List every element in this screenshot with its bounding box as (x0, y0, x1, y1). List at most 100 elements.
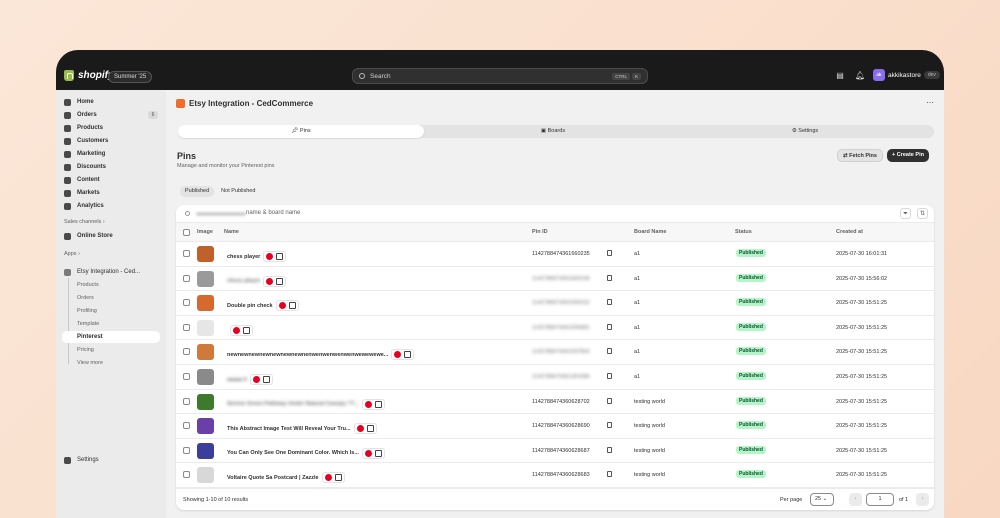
external-link-icon[interactable] (288, 302, 296, 310)
filter-published[interactable]: Published (180, 186, 215, 197)
tab-settings[interactable]: ⚙ Settings (791, 128, 819, 134)
sidebar-item-orders[interactable]: Orders (64, 110, 97, 120)
sub-item-products[interactable]: Products (77, 282, 99, 288)
pin-name[interactable]: chess player (227, 253, 261, 260)
pin-thumbnail[interactable] (197, 393, 214, 410)
pin-name[interactable]: aaaaa ll (227, 376, 247, 383)
external-link-icon[interactable] (366, 425, 374, 433)
pin-name[interactable]: chess player (227, 278, 261, 285)
external-link-icon[interactable] (374, 449, 382, 457)
more-options-icon[interactable]: ⋯ (926, 98, 934, 107)
pinterest-icon[interactable] (252, 376, 260, 383)
pinterest-icon[interactable] (324, 474, 332, 482)
sort-icon[interactable]: ⇅ (917, 208, 928, 219)
bell-icon[interactable]: 🔔︎ (855, 71, 866, 80)
row-checkbox[interactable] (183, 299, 190, 307)
tab-pins[interactable]: 📌︎ Pins (178, 125, 424, 138)
external-link-icon[interactable] (276, 277, 284, 285)
column-status[interactable]: Status (735, 229, 752, 235)
sidebar-item-home[interactable]: Home (64, 97, 94, 107)
external-link-icon[interactable] (375, 400, 383, 408)
sidebar-item-discounts[interactable]: Discounts (64, 162, 106, 172)
column-pin-id[interactable]: Pin ID (532, 229, 548, 235)
pin-thumbnail[interactable] (197, 270, 214, 287)
pinterest-icon[interactable] (233, 326, 240, 334)
search-bar[interactable]: Search CTRL K (352, 68, 648, 84)
table-row[interactable]: Serene Green Pathway Under Natural Canop… (176, 390, 934, 415)
table-row[interactable]: newnewnewnewnewnewnewnenwenwenwenwenwewe… (176, 340, 934, 365)
pin-thumbnail[interactable] (197, 344, 214, 361)
table-row[interactable]: aaaaa ll 1142788474361301586 a1 Published 20… (176, 365, 934, 390)
pinterest-icon[interactable] (365, 400, 373, 408)
copy-icon[interactable] (607, 397, 612, 404)
external-link-icon[interactable] (404, 351, 412, 359)
external-link-icon[interactable] (334, 474, 342, 482)
pinterest-icon[interactable] (356, 425, 364, 433)
pinterest-icon[interactable] (394, 351, 402, 359)
sidebar-item-marketing[interactable]: Marketing (64, 149, 105, 159)
pinterest-icon[interactable] (364, 449, 372, 457)
page-number-input[interactable]: 1 (866, 493, 894, 506)
row-checkbox[interactable] (183, 397, 190, 405)
fetch-pins-button[interactable]: ⇄ Fetch Pins (837, 149, 883, 162)
copy-icon[interactable] (607, 299, 612, 306)
external-link-icon[interactable] (276, 253, 284, 260)
pin-thumbnail[interactable] (197, 295, 214, 312)
copy-icon[interactable] (607, 274, 612, 281)
table-row[interactable]: chess player 1142788474361660136 a1 Publish… (176, 267, 934, 292)
external-link-icon[interactable] (262, 376, 270, 383)
sidebar-item-customers[interactable]: Customers (64, 136, 108, 146)
sidebar-item-etsy-app[interactable]: Etsy Integration - Ced... (64, 267, 140, 277)
pin-thumbnail[interactable] (197, 319, 214, 336)
row-checkbox[interactable] (183, 422, 190, 430)
sidebar-item-content[interactable]: Content (64, 175, 100, 185)
filter-not-published[interactable]: Not Published (221, 188, 256, 194)
sales-channels-heading[interactable]: Sales channels › (64, 219, 105, 225)
pin-thumbnail[interactable] (197, 442, 214, 459)
pin-thumbnail[interactable] (197, 369, 214, 385)
sidebar-item-products[interactable]: Products (64, 123, 103, 133)
pin-name[interactable]: Serene Green Pathway Under Natural Canop… (227, 401, 360, 408)
column-created-at[interactable]: Created at (836, 229, 863, 235)
sub-item-pricing[interactable]: Pricing (77, 347, 94, 353)
row-checkbox[interactable] (183, 250, 190, 257)
table-row[interactable]: Double pin check 1142788474361599152 a1 Pub… (176, 291, 934, 316)
store-menu[interactable]: ak akkikastore dev (873, 69, 940, 81)
row-checkbox[interactable] (183, 446, 190, 454)
pin-name[interactable]: Voltaire Quote Sa Postcard | Zazzle (227, 474, 319, 481)
edition-badge[interactable]: Summer '25 (108, 71, 153, 83)
table-row[interactable]: chess player 1142788474361660235 a1 Publish… (176, 242, 934, 267)
sidebar-item-online-store[interactable]: Online Store (64, 231, 113, 241)
pin-name[interactable]: Double pin check (227, 302, 273, 309)
sub-item-pinterest[interactable]: Pinterest (77, 334, 103, 340)
create-pin-button[interactable]: + Create Pin (887, 149, 929, 162)
pin-thumbnail[interactable] (197, 246, 214, 262)
table-search[interactable]: name & board name ⏷ ⇅ (176, 205, 934, 223)
shopify-logo[interactable]: shopify (64, 70, 114, 81)
column-board-name[interactable]: Board Name (634, 229, 667, 235)
copy-icon[interactable] (607, 348, 612, 355)
copy-icon[interactable] (607, 446, 612, 453)
sidebar-item-analytics[interactable]: Analytics (64, 201, 104, 211)
copy-icon[interactable] (607, 250, 612, 256)
row-checkbox[interactable] (183, 348, 190, 356)
pin-thumbnail[interactable] (197, 418, 214, 435)
pin-name[interactable]: You Can Only See One Dominant Color. Whi… (227, 450, 359, 457)
select-all-checkbox[interactable] (183, 229, 190, 236)
prev-page-button[interactable]: ‹ (849, 493, 862, 506)
store-icon[interactable]: ▤ (836, 71, 844, 80)
copy-icon[interactable] (607, 323, 612, 330)
row-checkbox[interactable] (183, 373, 190, 380)
per-page-select[interactable]: 25 ⌄ (810, 493, 834, 506)
sub-item-orders[interactable]: Orders (77, 295, 94, 301)
pinterest-icon[interactable] (266, 253, 274, 260)
pin-thumbnail[interactable] (197, 467, 214, 484)
table-row[interactable]: Voltaire Quote Sa Postcard | Zazzle 11427… (176, 463, 934, 488)
pinterest-icon[interactable] (266, 277, 274, 285)
next-page-button[interactable]: › (916, 493, 929, 506)
sub-item-profiling[interactable]: Profiling (77, 308, 97, 314)
copy-icon[interactable] (607, 422, 612, 429)
column-name[interactable]: Name (224, 229, 239, 235)
pinterest-icon[interactable] (278, 302, 286, 310)
filter-icon[interactable]: ⏷ (900, 208, 911, 219)
